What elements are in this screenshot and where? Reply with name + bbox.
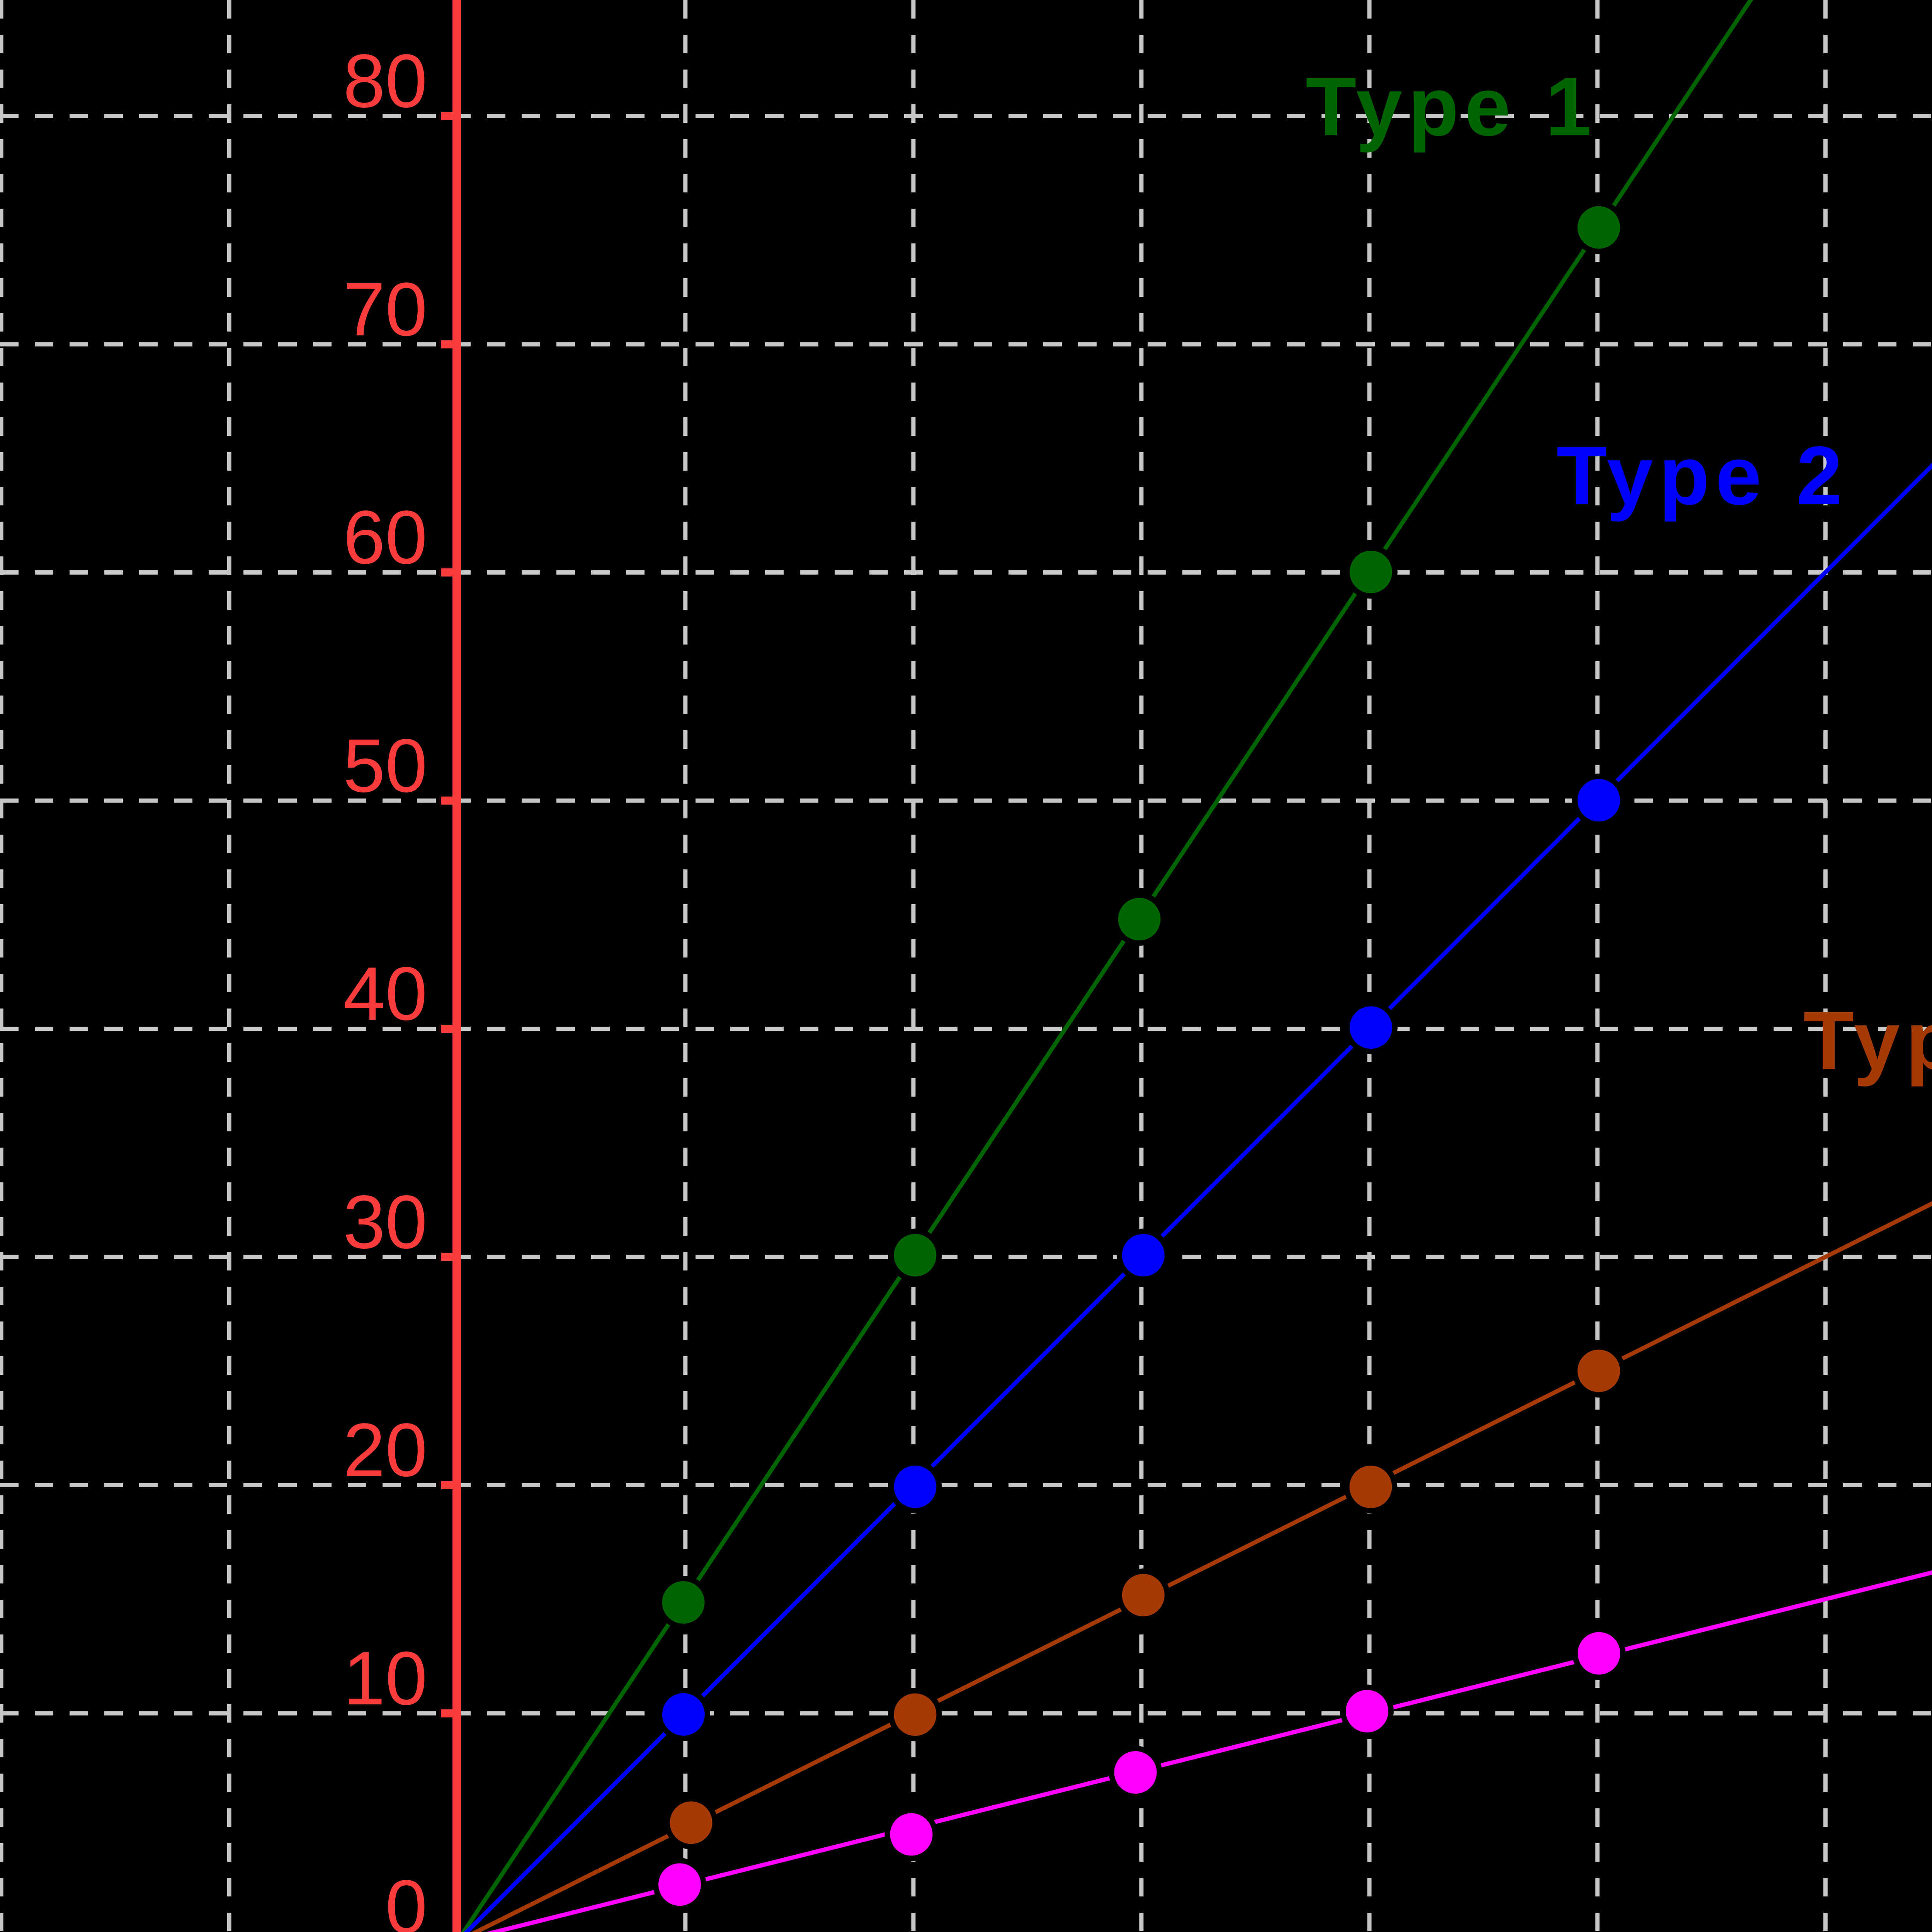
svg-text:70: 70 xyxy=(343,267,427,352)
svg-text:40: 40 xyxy=(343,951,427,1036)
svg-text:Type 2: Type 2 xyxy=(1556,429,1848,522)
svg-text:Type 1: Type 1 xyxy=(1306,60,1597,153)
svg-text:20: 20 xyxy=(343,1408,427,1492)
svg-text:10: 10 xyxy=(343,1636,427,1721)
svg-text:50: 50 xyxy=(343,723,427,808)
svg-text:80: 80 xyxy=(343,39,427,123)
svg-text:0: 0 xyxy=(385,1864,427,1932)
svg-text:Type 3: Type 3 xyxy=(1803,994,1932,1087)
svg-text:60: 60 xyxy=(343,495,427,580)
svg-text:30: 30 xyxy=(343,1180,427,1264)
